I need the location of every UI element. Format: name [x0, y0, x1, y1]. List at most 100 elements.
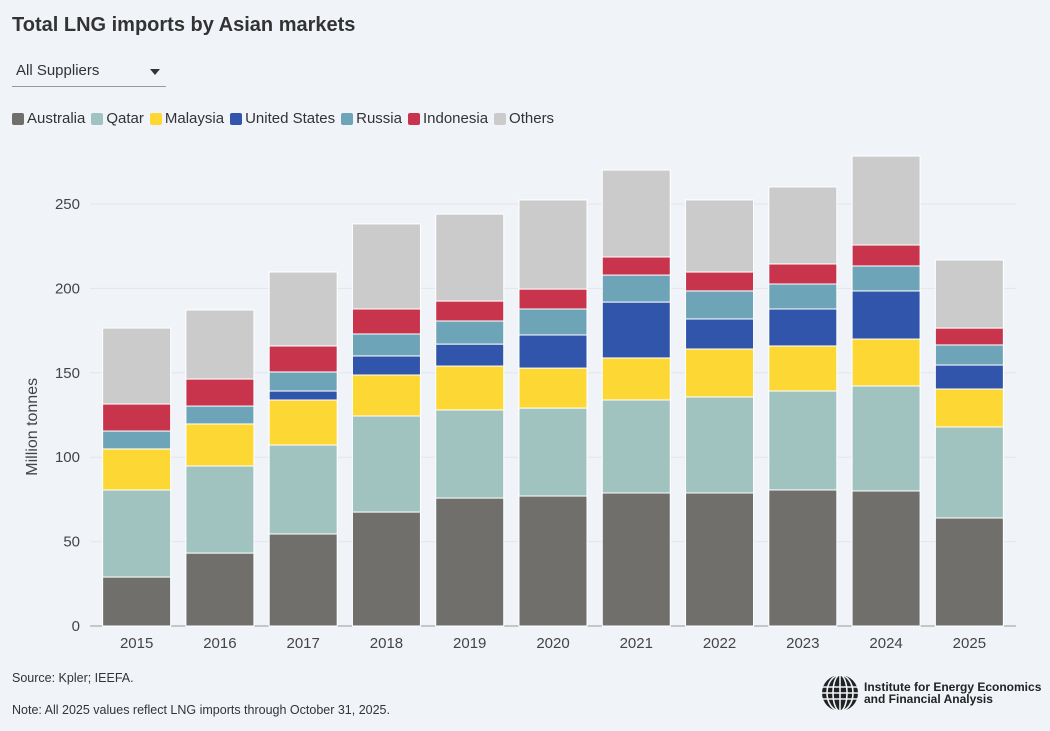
legend-label: Others [509, 110, 555, 127]
bar-segment-others [268, 271, 338, 347]
legend-swatch [494, 112, 507, 125]
chevron-down-icon [150, 69, 160, 75]
bar-segment-malaysia [102, 448, 172, 491]
y-tick-label: 100 [55, 449, 80, 466]
bar-segment-russia [185, 405, 255, 425]
y-tick-label: 50 [63, 534, 80, 551]
bar-segment-indonesia [268, 345, 338, 373]
y-tick-label: 150 [55, 365, 80, 382]
bar-segment-malaysia [518, 367, 588, 409]
bar-segment-malaysia [351, 374, 421, 417]
bar-segment-indonesia [518, 288, 588, 310]
bar-segment-indonesia [185, 378, 255, 407]
ieefa-logo: Institute for Energy Economics and Financ… [820, 673, 1041, 713]
legend-item-russia[interactable]: Russia [341, 110, 402, 127]
legend-item-australia[interactable]: Australia [12, 110, 85, 127]
bar-segment-united-states [768, 308, 838, 347]
bar-segment-russia [518, 308, 588, 336]
bar-segment-others [685, 199, 755, 273]
bar-segment-australia [185, 552, 255, 627]
bar-segment-indonesia [601, 256, 671, 276]
x-tick-label: 2015 [120, 635, 153, 652]
bar-segment-russia [351, 333, 421, 357]
legend-swatch [12, 112, 24, 125]
bar-segment-qatar [435, 409, 505, 499]
x-tick-label: 2016 [203, 635, 236, 652]
logo-line2: and Financial Analysis [864, 692, 993, 706]
bar-segment-qatar [102, 489, 172, 578]
bar-segment-others [102, 327, 172, 405]
bar-segment-australia [851, 490, 921, 627]
bar-segment-russia [268, 371, 338, 392]
bar-segment-others [601, 169, 671, 258]
bar-segment-qatar [185, 465, 255, 554]
legend-item-united-states[interactable]: United States [230, 110, 335, 127]
bar-segment-malaysia [185, 423, 255, 467]
supplier-dropdown[interactable]: All Suppliers [12, 58, 166, 87]
bar-segment-united-states [934, 364, 1004, 390]
legend-label: Qatar [106, 110, 144, 127]
bar-segment-malaysia [768, 345, 838, 392]
legend-item-indonesia[interactable]: Indonesia [407, 110, 489, 127]
bar-segment-australia [768, 489, 838, 627]
bar-segment-australia [351, 511, 421, 627]
bar-segment-indonesia [351, 308, 421, 335]
bar-segment-qatar [934, 426, 1004, 519]
bar-segment-qatar [685, 396, 755, 494]
bar-segment-malaysia [934, 388, 1004, 428]
x-tick-label: 2019 [453, 635, 486, 652]
bar-segment-australia [518, 495, 588, 627]
source-text: Source: Kpler; IEEFA. [12, 671, 134, 685]
bar-segment-united-states [268, 390, 338, 401]
legend-item-malaysia[interactable]: Malaysia [149, 110, 224, 127]
x-tick-label: 2018 [370, 635, 403, 652]
bar-segment-qatar [851, 385, 921, 492]
bar-segment-indonesia [934, 327, 1004, 346]
x-tick-label: 2025 [953, 635, 986, 652]
bar-segment-united-states [851, 290, 921, 340]
bar-segment-united-states [685, 318, 755, 350]
bar-segment-malaysia [268, 399, 338, 446]
legend-swatch [149, 112, 162, 125]
bar-segment-malaysia [851, 338, 921, 387]
bar-segment-malaysia [685, 348, 755, 398]
bar-segment-united-states [518, 334, 588, 369]
bar-segment-qatar [518, 407, 588, 497]
bar-segment-russia [685, 290, 755, 320]
bar-segment-others [768, 186, 838, 265]
x-tick-label: 2017 [286, 635, 319, 652]
bar-segment-russia [934, 344, 1004, 366]
bar-segment-united-states [435, 343, 505, 367]
legend-swatch [91, 112, 104, 125]
stacked-bar-chart: 0 50 100 150 200 250 Million tonnes 2015 2016 201… [24, 155, 1016, 652]
legend-swatch [230, 112, 243, 125]
bar-segment-australia [268, 533, 338, 627]
y-tick-label: 0 [72, 618, 80, 635]
bar-segment-united-states [601, 301, 671, 359]
bar-segment-malaysia [601, 357, 671, 401]
x-tick-label: 2020 [536, 635, 569, 652]
y-tick-label: 250 [55, 196, 80, 213]
x-tick-label: 2022 [703, 635, 736, 652]
chart-title: Total LNG imports by Asian markets [12, 14, 356, 36]
bar-segment-others [851, 155, 921, 246]
legend-label: United States [245, 110, 336, 127]
bar-segment-others [351, 223, 421, 310]
note-text: Note: All 2025 values reflect LNG import… [12, 703, 390, 717]
legend-swatch [341, 112, 354, 125]
bar-segment-qatar [268, 444, 338, 535]
bar-segment-australia [934, 517, 1004, 627]
legend-item-qatar[interactable]: Qatar [91, 110, 144, 127]
legend-item-others[interactable]: Others [494, 110, 554, 127]
bar-segment-malaysia [435, 365, 505, 411]
bar-segment-others [185, 309, 255, 380]
x-tick-label: 2023 [786, 635, 819, 652]
legend-label: Indonesia [422, 110, 489, 127]
bar-segment-australia [601, 492, 671, 627]
bar-segment-others [518, 199, 588, 290]
x-tick-label: 2021 [620, 635, 653, 652]
logo-line1: Institute for Energy Economics [864, 680, 1042, 694]
bar-segment-russia [102, 430, 172, 450]
bar-segment-australia [685, 492, 755, 627]
bar-segment-russia [851, 265, 921, 292]
